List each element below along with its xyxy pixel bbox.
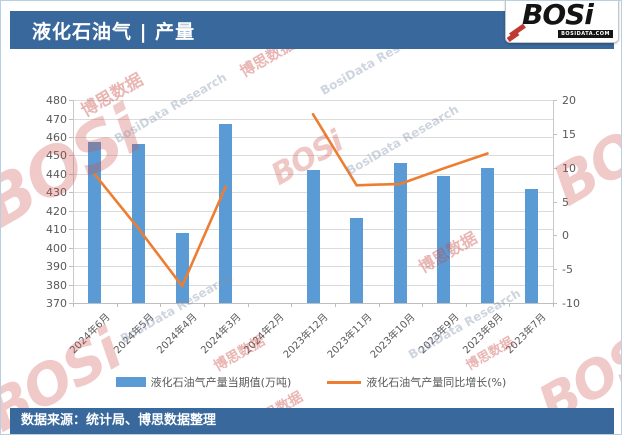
bar-2024年4月	[175, 232, 189, 303]
y-axis-line-right	[553, 100, 554, 303]
logo-wordmark: BOSi	[522, 0, 594, 31]
bar-2024年6月	[88, 142, 102, 303]
y-axis-label: 470	[46, 112, 67, 126]
x-axis-label: 2024年5月	[111, 311, 157, 357]
x-axis-label: 2023年12月	[281, 311, 331, 361]
page-title: 液化石油气 | 产量	[32, 20, 196, 43]
bar-2024年5月	[132, 144, 145, 303]
x-axis-label: 2023年11月	[325, 311, 375, 361]
axis-tick	[553, 100, 557, 101]
x-axis-label: 2024年4月	[155, 311, 200, 357]
axis-tick	[378, 303, 380, 307]
y-axis-label-right: -5	[562, 263, 573, 277]
axis-tick	[69, 229, 73, 231]
axis-tick	[69, 155, 73, 157]
x-axis-label: 2023年10月	[368, 311, 418, 361]
axis-tick	[509, 303, 511, 307]
x-axis-label: 2024年3月	[198, 311, 244, 357]
axis-tick	[69, 118, 73, 120]
y-axis-label-right: 15	[562, 127, 576, 141]
legend-item-production: 液化石油气产量当期值(万吨)	[115, 374, 292, 390]
y-axis-label: 480	[46, 94, 67, 107]
axis-tick	[553, 303, 557, 304]
axis-tick	[553, 235, 557, 237]
axis-tick	[553, 201, 557, 203]
y-axis-label: 390	[46, 260, 67, 274]
axis-tick	[69, 192, 73, 194]
axis-tick	[160, 303, 162, 307]
x-axis-label: 2024年6月	[67, 311, 113, 357]
gridline	[73, 136, 553, 138]
bar-2023年12月	[306, 170, 320, 303]
axis-tick	[553, 167, 557, 169]
bar-2023年8月	[481, 168, 494, 303]
y-axis-label-right: 0	[562, 229, 569, 243]
bar-2023年7月	[524, 188, 538, 303]
legend-label-growth: 液化石油气产量同比增长(%)	[366, 376, 507, 389]
y-axis-label: 400	[46, 241, 67, 255]
axis-tick	[465, 303, 467, 307]
y-axis-label-right: 10	[562, 161, 576, 175]
axis-tick	[69, 100, 73, 101]
y-axis-label: 420	[46, 204, 67, 218]
x-axis-label: 2023年9月	[417, 311, 462, 357]
gridline	[73, 100, 553, 101]
axis-tick	[553, 269, 557, 271]
bar-2023年11月	[350, 218, 364, 303]
y-axis-label: 460	[46, 130, 67, 144]
x-axis-line	[73, 303, 553, 304]
y-axis-label: 410	[46, 223, 67, 237]
x-axis-label: 2023年8月	[460, 311, 506, 357]
line-swatch-icon	[327, 380, 362, 384]
y-axis-label: 380	[46, 278, 67, 292]
y-axis-label: 450	[46, 149, 67, 163]
data-source-bar: 数据来源：统计局、博思数据整理	[10, 408, 614, 434]
axis-tick	[291, 303, 293, 307]
axis-tick	[69, 173, 73, 175]
gridline	[73, 155, 553, 157]
y-axis-label-right: -10	[562, 297, 580, 310]
axis-tick	[553, 303, 554, 307]
gridline	[73, 118, 553, 120]
bar-2024年3月	[219, 124, 233, 303]
axis-tick	[116, 303, 118, 307]
y-axis-label: 440	[46, 167, 67, 181]
axis-tick	[69, 247, 73, 249]
x-axis-label: 2023年7月	[504, 311, 549, 357]
axis-tick	[73, 303, 74, 307]
axis-tick	[69, 266, 73, 268]
y-axis-label: 370	[46, 297, 67, 310]
bar-2023年10月	[393, 162, 407, 303]
y-axis-line	[73, 100, 74, 303]
logo-domain: BOSIDATA.COM	[558, 30, 613, 38]
legend-label-production: 液化石油气产量当期值(万吨)	[150, 376, 292, 389]
legend-item-growth: 液化石油气产量同比增长(%)	[327, 374, 506, 390]
bar-2023年9月	[437, 175, 451, 303]
axis-tick	[422, 303, 424, 307]
bosi-logo: BOSi BOSIDATA.COM	[505, 0, 619, 43]
axis-tick	[69, 136, 73, 138]
axis-tick	[553, 133, 557, 135]
watermark-logo: BOSi	[542, 91, 622, 220]
axis-tick	[69, 284, 73, 286]
axis-tick	[69, 210, 73, 212]
axis-tick	[203, 303, 205, 307]
y-axis-label-right: 5	[562, 195, 569, 209]
bar-swatch-icon	[115, 377, 146, 387]
axis-tick	[334, 303, 336, 307]
legend: 液化石油气产量当期值(万吨) 液化石油气产量同比增长(%)	[1, 374, 621, 390]
y-axis-label-right: 20	[562, 94, 576, 107]
axis-tick	[247, 303, 249, 307]
axis-tick	[69, 303, 73, 304]
y-axis-label: 430	[46, 186, 67, 200]
plot-area: 370 380 390 400 410 420 430 440 450 460 470 480 -10 -…	[46, 94, 580, 361]
